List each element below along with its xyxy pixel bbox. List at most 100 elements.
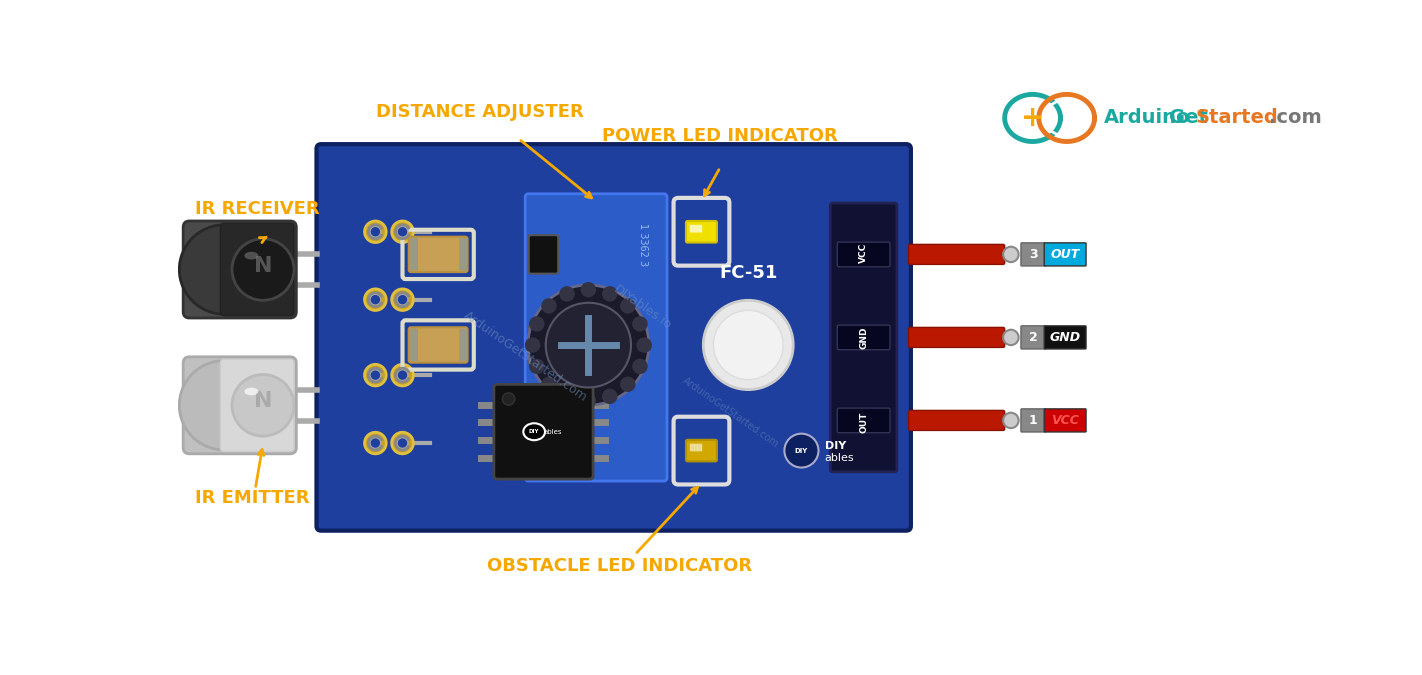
Circle shape bbox=[1003, 246, 1018, 262]
Text: 1: 1 bbox=[1030, 414, 1038, 427]
Circle shape bbox=[397, 370, 408, 381]
FancyBboxPatch shape bbox=[411, 329, 418, 361]
FancyBboxPatch shape bbox=[1021, 409, 1045, 432]
Circle shape bbox=[529, 316, 545, 331]
Text: GND: GND bbox=[859, 326, 867, 349]
Circle shape bbox=[542, 298, 556, 314]
Text: DIY: DIY bbox=[825, 441, 846, 451]
Circle shape bbox=[391, 364, 414, 386]
Circle shape bbox=[602, 389, 617, 404]
Circle shape bbox=[232, 239, 294, 300]
Circle shape bbox=[1003, 412, 1018, 428]
FancyBboxPatch shape bbox=[529, 235, 559, 273]
FancyBboxPatch shape bbox=[493, 384, 593, 479]
Circle shape bbox=[364, 289, 387, 310]
Ellipse shape bbox=[523, 423, 545, 440]
Circle shape bbox=[580, 393, 596, 408]
Text: 2: 2 bbox=[1030, 331, 1038, 344]
FancyBboxPatch shape bbox=[529, 326, 559, 364]
Text: .com: .com bbox=[1268, 109, 1321, 128]
Text: ArduinoGetStarted.com: ArduinoGetStarted.com bbox=[462, 308, 590, 404]
Text: 1 3362 3: 1 3362 3 bbox=[637, 223, 647, 267]
Circle shape bbox=[525, 338, 540, 353]
Circle shape bbox=[546, 303, 631, 387]
Circle shape bbox=[391, 289, 414, 310]
FancyBboxPatch shape bbox=[1044, 409, 1086, 432]
Circle shape bbox=[397, 294, 408, 305]
Circle shape bbox=[633, 358, 647, 374]
Circle shape bbox=[364, 432, 387, 454]
Text: Get: Get bbox=[1169, 109, 1207, 128]
Text: VCC: VCC bbox=[859, 243, 867, 263]
Circle shape bbox=[602, 286, 617, 302]
Circle shape bbox=[529, 358, 545, 374]
Circle shape bbox=[370, 294, 381, 305]
Text: +: + bbox=[1021, 104, 1044, 132]
Circle shape bbox=[397, 437, 408, 448]
Circle shape bbox=[232, 375, 294, 436]
Text: N: N bbox=[253, 392, 272, 412]
FancyBboxPatch shape bbox=[674, 198, 729, 266]
Text: DIYables.io: DIYables.io bbox=[611, 283, 674, 332]
FancyBboxPatch shape bbox=[685, 221, 717, 242]
Circle shape bbox=[785, 433, 819, 468]
Circle shape bbox=[370, 226, 381, 237]
FancyBboxPatch shape bbox=[411, 238, 418, 271]
FancyBboxPatch shape bbox=[1044, 243, 1086, 266]
Circle shape bbox=[620, 298, 636, 314]
Text: ArduinoGetStarted.com: ArduinoGetStarted.com bbox=[681, 376, 781, 450]
Ellipse shape bbox=[245, 387, 259, 396]
FancyBboxPatch shape bbox=[909, 327, 1005, 348]
FancyBboxPatch shape bbox=[830, 203, 897, 472]
FancyBboxPatch shape bbox=[1021, 243, 1045, 266]
Text: OUT: OUT bbox=[1051, 248, 1079, 261]
FancyBboxPatch shape bbox=[674, 416, 729, 485]
FancyBboxPatch shape bbox=[909, 244, 1005, 265]
Text: 3: 3 bbox=[1030, 248, 1038, 261]
Circle shape bbox=[633, 316, 647, 331]
FancyBboxPatch shape bbox=[317, 144, 912, 531]
FancyBboxPatch shape bbox=[459, 238, 466, 271]
Circle shape bbox=[364, 364, 387, 386]
Circle shape bbox=[370, 437, 381, 448]
FancyBboxPatch shape bbox=[690, 225, 702, 232]
FancyBboxPatch shape bbox=[408, 327, 468, 362]
Circle shape bbox=[620, 377, 636, 392]
FancyBboxPatch shape bbox=[685, 440, 717, 462]
Circle shape bbox=[1003, 329, 1018, 345]
Circle shape bbox=[580, 282, 596, 298]
Text: OUT: OUT bbox=[859, 411, 867, 433]
FancyBboxPatch shape bbox=[838, 325, 890, 350]
Text: POWER LED INDICATOR: POWER LED INDICATOR bbox=[603, 127, 838, 145]
Text: ables: ables bbox=[543, 429, 562, 435]
FancyBboxPatch shape bbox=[183, 221, 296, 318]
Circle shape bbox=[397, 226, 408, 237]
Text: ables: ables bbox=[825, 454, 855, 463]
Circle shape bbox=[364, 221, 387, 242]
FancyBboxPatch shape bbox=[408, 237, 468, 272]
Circle shape bbox=[391, 221, 414, 242]
Wedge shape bbox=[179, 225, 225, 314]
Text: DIY: DIY bbox=[795, 448, 808, 454]
FancyBboxPatch shape bbox=[838, 242, 890, 267]
Circle shape bbox=[391, 432, 414, 454]
Text: DIY: DIY bbox=[529, 429, 539, 434]
FancyBboxPatch shape bbox=[909, 410, 1005, 431]
FancyBboxPatch shape bbox=[183, 357, 296, 454]
FancyBboxPatch shape bbox=[1044, 326, 1086, 349]
FancyBboxPatch shape bbox=[1021, 326, 1045, 349]
Circle shape bbox=[559, 286, 574, 302]
Circle shape bbox=[637, 338, 651, 353]
Text: DISTANCE ADJUSTER: DISTANCE ADJUSTER bbox=[377, 103, 584, 121]
Text: OBSTACLE LED INDICATOR: OBSTACLE LED INDICATOR bbox=[486, 557, 752, 575]
Text: N: N bbox=[253, 256, 272, 275]
Text: FC-51: FC-51 bbox=[720, 265, 778, 282]
FancyBboxPatch shape bbox=[525, 194, 667, 481]
FancyBboxPatch shape bbox=[459, 329, 466, 361]
FancyBboxPatch shape bbox=[690, 443, 702, 452]
Circle shape bbox=[370, 370, 381, 381]
Circle shape bbox=[714, 310, 784, 379]
Text: Arduino: Arduino bbox=[1103, 109, 1190, 128]
Text: IR RECEIVER: IR RECEIVER bbox=[195, 200, 320, 218]
Text: IR EMITTER: IR EMITTER bbox=[195, 489, 310, 507]
